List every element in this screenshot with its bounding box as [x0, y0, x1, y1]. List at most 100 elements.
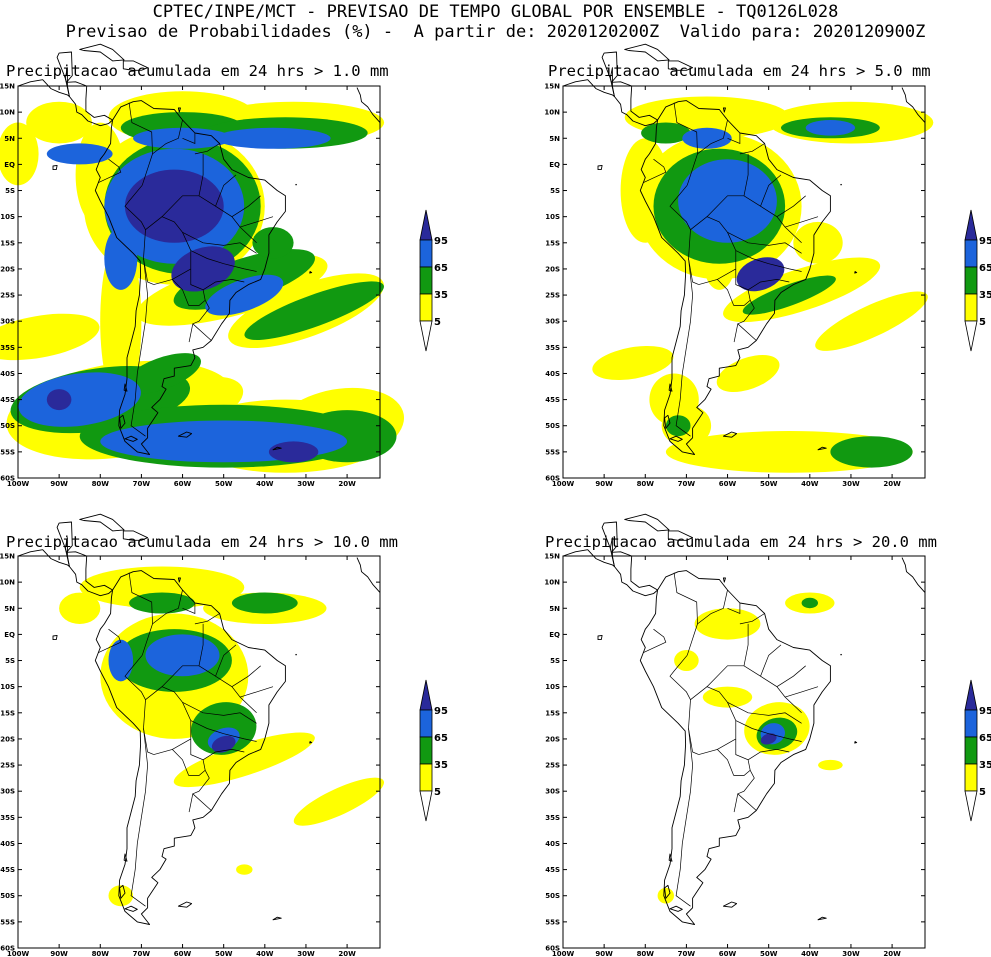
lat-tick-label: EQ [4, 161, 15, 169]
country-border [697, 119, 728, 155]
island-outline [124, 435, 138, 442]
island-outline [177, 901, 193, 908]
country-border [643, 628, 667, 654]
island-outline [272, 446, 282, 451]
country-border [188, 268, 206, 306]
legend-swatch [964, 736, 978, 765]
country-border [202, 749, 245, 761]
country-border [202, 279, 245, 291]
island-outline [177, 107, 181, 113]
island-outline [177, 577, 181, 583]
lon-tick-label: 60W [719, 950, 737, 957]
lat-tick-label: 35S [0, 814, 15, 822]
lat-tick-label: 45S [545, 866, 560, 874]
central-america-coastline [609, 67, 659, 127]
lon-tick-label: 60W [719, 480, 737, 488]
country-border [152, 589, 183, 625]
prob-area-band-1 [26, 101, 92, 144]
central-america-coastline [64, 537, 114, 597]
prob-area-band-3 [682, 127, 732, 149]
country-border [239, 216, 274, 228]
prob-area-band-3 [18, 372, 141, 427]
lon-tick-label: 70W [133, 950, 151, 957]
lat-tick-label: 5N [4, 135, 15, 143]
country-border [733, 268, 751, 306]
country-border [706, 665, 802, 714]
lon-tick-label: 100W [7, 950, 30, 957]
lat-tick-label: 25S [0, 762, 15, 770]
lat-tick-label: 45S [0, 866, 15, 874]
island-outline [597, 164, 603, 171]
lat-tick-label: 15S [545, 239, 560, 247]
lat-tick-label: 40S [0, 370, 15, 378]
country-border [688, 728, 699, 755]
prob-area-band-3 [805, 120, 856, 136]
lon-tick-label: 80W [637, 950, 655, 957]
island-outline [817, 446, 827, 451]
lat-tick-label: 55S [0, 918, 15, 926]
prob-area-band-2 [830, 436, 913, 468]
map-frame [562, 555, 926, 949]
prob-area-band-2 [742, 275, 836, 315]
country-border [190, 720, 257, 742]
country-border [727, 133, 741, 145]
prob-area-band-3 [108, 639, 134, 682]
lat-tick-label: 40S [545, 370, 560, 378]
lat-tick-label: 5S [550, 187, 560, 195]
lat-tick-label: 60S [0, 475, 15, 483]
island-outline [624, 513, 670, 532]
lat-tick-label: 15S [0, 239, 15, 247]
africa-coastline [356, 557, 381, 593]
lon-tick-label: 70W [678, 950, 696, 957]
legend-swatch [964, 293, 978, 322]
lat-tick-label: 35S [0, 344, 15, 352]
country-border [190, 250, 257, 272]
lon-tick-label: 30W [842, 950, 860, 957]
panel-2-map: 15N 10N 5N EQ 5S 10S 15S 20S 25S 30S 35S 40S 45S 50S 5… [544, 43, 934, 488]
country-border [784, 216, 819, 228]
legend-swatch [419, 293, 433, 322]
country-border [194, 613, 220, 625]
panel-1-title: Precipitacao acumulada em 24 hrs > 1.0 m… [6, 62, 389, 80]
prob-area-band-4 [211, 735, 236, 753]
legend-tick-label: 95 [979, 706, 991, 717]
legend-tick-label: 35 [979, 760, 991, 771]
legend-tick-label: 35 [434, 760, 448, 771]
country-border [188, 323, 194, 343]
lat-tick-label: 5N [549, 605, 560, 613]
lon-tick-label: 50W [215, 950, 233, 957]
panel-1-map: 15N 10N 5N EQ 5S 10S 15S 20S 25S 30S 35S 40S 45S 50S 5… [0, 43, 405, 488]
lat-tick-label: 30S [545, 318, 560, 326]
country-border [188, 738, 206, 776]
prob-area-band-4 [736, 257, 785, 292]
country-border [733, 738, 751, 776]
lat-tick-label: EQ [549, 631, 560, 639]
legend-top-arrow [964, 679, 978, 711]
country-border [698, 268, 736, 285]
lon-tick-label: 100W [552, 480, 575, 488]
lat-tick-label: 5N [4, 605, 15, 613]
legend-swatch [419, 266, 433, 295]
lat-tick-label: 15S [545, 709, 560, 717]
country-border [172, 279, 190, 306]
legend-tick-label: 65 [434, 733, 448, 744]
panel-3-map: 15N 10N 5N EQ 5S 10S 15S 20S 25S 30S 35S 40S 45S 50S 5… [0, 513, 385, 957]
prob-area-band-3 [145, 634, 220, 677]
island-outline [123, 853, 128, 862]
island-outline [79, 43, 125, 62]
lat-tick-label: 40S [0, 840, 15, 848]
country-border [145, 216, 192, 269]
prob-area-band-4 [760, 733, 777, 745]
legend-tick-label: 65 [979, 733, 991, 744]
prob-area-band-3 [46, 143, 113, 165]
prob-area-band-2 [801, 597, 818, 609]
country-border [182, 133, 196, 145]
country-border [192, 770, 212, 811]
lat-tick-label: 10S [0, 213, 15, 221]
prob-area-band-4 [171, 246, 235, 292]
panel-1-legend: 95 65 35 5 [419, 209, 448, 352]
legend-tick-label: 35 [979, 290, 991, 301]
lon-tick-label: 90W [50, 950, 68, 957]
legend-bottom-arrow [964, 320, 978, 352]
country-border [194, 143, 220, 155]
